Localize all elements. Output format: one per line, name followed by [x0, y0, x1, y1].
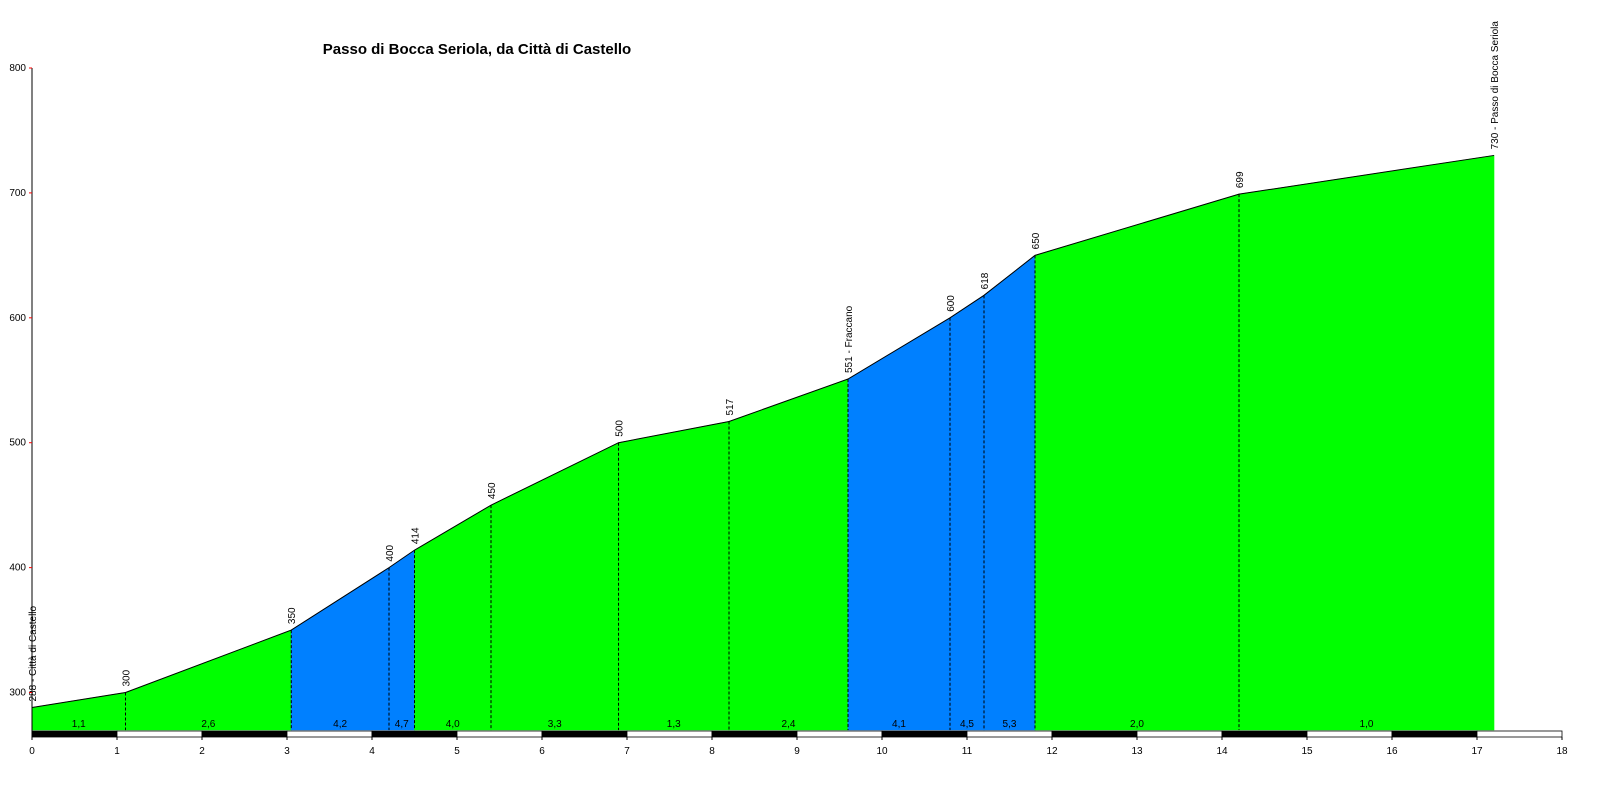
y-tick-label-600: 600 — [9, 313, 26, 324]
grade-label-8: 2,4 — [782, 719, 796, 730]
x-tick-label-8: 8 — [709, 746, 715, 757]
profile-segment-4 — [388, 549, 415, 731]
point-label-3: 350 — [287, 607, 298, 624]
grade-label-3: 4,2 — [333, 719, 347, 730]
scale-cell-13 — [1136, 730, 1223, 738]
x-tick-label-1: 1 — [114, 746, 120, 757]
x-tick-label-5: 5 — [454, 746, 460, 757]
x-tick-label-10: 10 — [876, 746, 888, 757]
profile-segment-6 — [490, 442, 619, 731]
y-tick-label-800: 800 — [9, 63, 26, 74]
profile-segment-8 — [728, 378, 849, 731]
scale-cell-7 — [626, 730, 713, 738]
x-tick-label-3: 3 — [284, 746, 290, 757]
scale-cell-5 — [456, 730, 543, 738]
x-tick-label-14: 14 — [1216, 746, 1228, 757]
scale-cell-15 — [1306, 730, 1393, 738]
x-tick-label-15: 15 — [1301, 746, 1313, 757]
x-axis: 0 1 2 3 4 5 6 7 8 9 10 11 12 13 14 15 16 17 18 — [29, 737, 1568, 757]
grade-label-2: 2,6 — [201, 719, 215, 730]
profile-segment-13 — [1238, 155, 1495, 731]
y-axis: 300 400 500 600 700 800 — [9, 63, 33, 737]
scale-cell-10 — [881, 730, 968, 738]
point-label-5: 414 — [411, 527, 422, 544]
x-tick-label-6: 6 — [539, 746, 545, 757]
scale-cell-9 — [796, 730, 883, 738]
scale-cell-4 — [371, 730, 458, 738]
y-tick-label-500: 500 — [9, 438, 26, 449]
point-label-9: 551 - Fraccano — [844, 305, 855, 373]
grade-label-13: 1,0 — [1360, 719, 1374, 730]
point-label-6: 450 — [487, 482, 498, 499]
x-tick-label-0: 0 — [29, 746, 35, 757]
grade-label-4: 4,7 — [395, 719, 409, 730]
grade-label-10: 4,5 — [960, 719, 974, 730]
profile-outline — [31, 154, 1495, 709]
grade-label-11: 5,3 — [1003, 719, 1017, 730]
scale-cell-0 — [31, 730, 118, 738]
scale-cell-12 — [1051, 730, 1138, 738]
point-label-7: 500 — [615, 420, 626, 437]
y-tick-label-400: 400 — [9, 563, 26, 574]
profile-segment-10 — [949, 294, 985, 731]
point-label-4: 400 — [385, 544, 396, 561]
x-tick-label-7: 7 — [624, 746, 630, 757]
scale-cell-3 — [286, 730, 373, 738]
x-tick-label-2: 2 — [199, 746, 205, 757]
profile-line — [31, 154, 1495, 709]
profile-segment-9 — [847, 317, 951, 731]
point-label-10: 600 — [946, 295, 957, 312]
point-label-12: 650 — [1031, 232, 1042, 249]
scale-cell-14 — [1221, 730, 1308, 738]
profile-segment-12 — [1034, 193, 1240, 731]
point-label-1: 288 - Città di Castello — [28, 605, 39, 701]
y-tick-label-700: 700 — [9, 188, 26, 199]
grade-label-5: 4,0 — [446, 719, 460, 730]
x-tick-label-12: 12 — [1046, 746, 1058, 757]
scale-cell-1 — [116, 730, 203, 738]
grade-label-1: 1,1 — [72, 719, 86, 730]
point-label-2: 300 — [122, 669, 133, 686]
segment-dividers — [125, 194, 1240, 730]
x-tick-label-11: 11 — [962, 746, 973, 757]
profile-segment-2 — [125, 629, 292, 731]
grade-label-12: 2,0 — [1130, 719, 1144, 730]
x-tick-label-16: 16 — [1386, 746, 1398, 757]
scale-cell-6 — [541, 730, 628, 738]
scale-cell-2 — [201, 730, 288, 738]
profile-areas — [31, 155, 1495, 731]
point-label-13: 699 — [1235, 171, 1246, 188]
profile-segment-3 — [290, 567, 390, 731]
grade-labels: 1,1 2,6 4,2 4,7 4,0 3,3 1,3 2,4 4,1 4,5 5,3 2,0 1,0 — [72, 719, 1374, 730]
point-label-8: 517 — [725, 398, 736, 415]
point-label-11: 618 — [980, 272, 991, 289]
profile-segment-5 — [414, 504, 492, 731]
profile-segment-11 — [983, 254, 1036, 731]
x-tick-label-17: 17 — [1471, 746, 1483, 757]
grade-label-7: 1,3 — [667, 719, 681, 730]
scale-cell-17 — [1476, 730, 1563, 738]
point-label-14: 730 - Passo di Bocca Seriola — [1490, 21, 1501, 150]
x-tick-label-13: 13 — [1131, 746, 1143, 757]
x-tick-label-4: 4 — [369, 746, 375, 757]
profile-segment-7 — [618, 421, 730, 731]
point-labels: 288 - Città di Castello 300 350 400 414 450 50… — [28, 21, 1501, 702]
grade-label-9: 4,1 — [892, 719, 906, 730]
chart-title: Passo di Bocca Seriola, da Città di Cast… — [323, 41, 631, 58]
scale-cell-11 — [966, 730, 1053, 738]
x-tick-label-18: 18 — [1556, 746, 1568, 757]
distance-scale-bar — [31, 730, 1563, 738]
x-tick-label-9: 9 — [794, 746, 800, 757]
grade-label-6: 3,3 — [548, 719, 562, 730]
scale-cell-8 — [711, 730, 798, 738]
y-tick-label-300: 300 — [9, 688, 26, 699]
scale-cell-16 — [1391, 730, 1478, 738]
